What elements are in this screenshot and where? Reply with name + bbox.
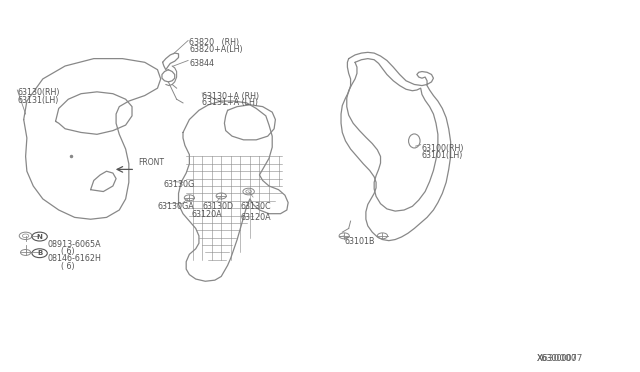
Text: ( 6): ( 6) [61,247,74,256]
Text: 63131(LH): 63131(LH) [17,96,59,105]
Text: 63131+A (LH): 63131+A (LH) [202,99,258,108]
Text: ( 6): ( 6) [61,262,74,271]
Text: X6300007: X6300007 [537,354,577,363]
Text: 08146-6162H: 08146-6162H [48,254,102,263]
Text: 63820   (RH): 63820 (RH) [189,38,239,47]
Text: 63101(LH): 63101(LH) [422,151,463,160]
Text: 63844: 63844 [189,59,214,68]
Text: N: N [36,234,42,240]
Text: 63101B: 63101B [344,237,374,246]
Text: 63130C: 63130C [241,202,271,211]
Text: B: B [37,250,42,256]
Text: 63130D: 63130D [202,202,233,211]
Text: 63130(RH): 63130(RH) [17,88,60,97]
Text: 63120A: 63120A [241,212,271,222]
Text: X6300007: X6300007 [537,354,583,363]
Text: FRONT: FRONT [138,158,164,167]
Text: 63820+A(LH): 63820+A(LH) [189,45,243,54]
Text: 08913-6065A: 08913-6065A [48,240,102,248]
Text: 63130GA: 63130GA [157,202,195,211]
Text: 63100(RH): 63100(RH) [422,144,465,153]
Text: 63120A: 63120A [191,210,222,219]
Text: 63130G: 63130G [164,180,195,189]
Text: 63130+A (RH): 63130+A (RH) [202,92,259,101]
